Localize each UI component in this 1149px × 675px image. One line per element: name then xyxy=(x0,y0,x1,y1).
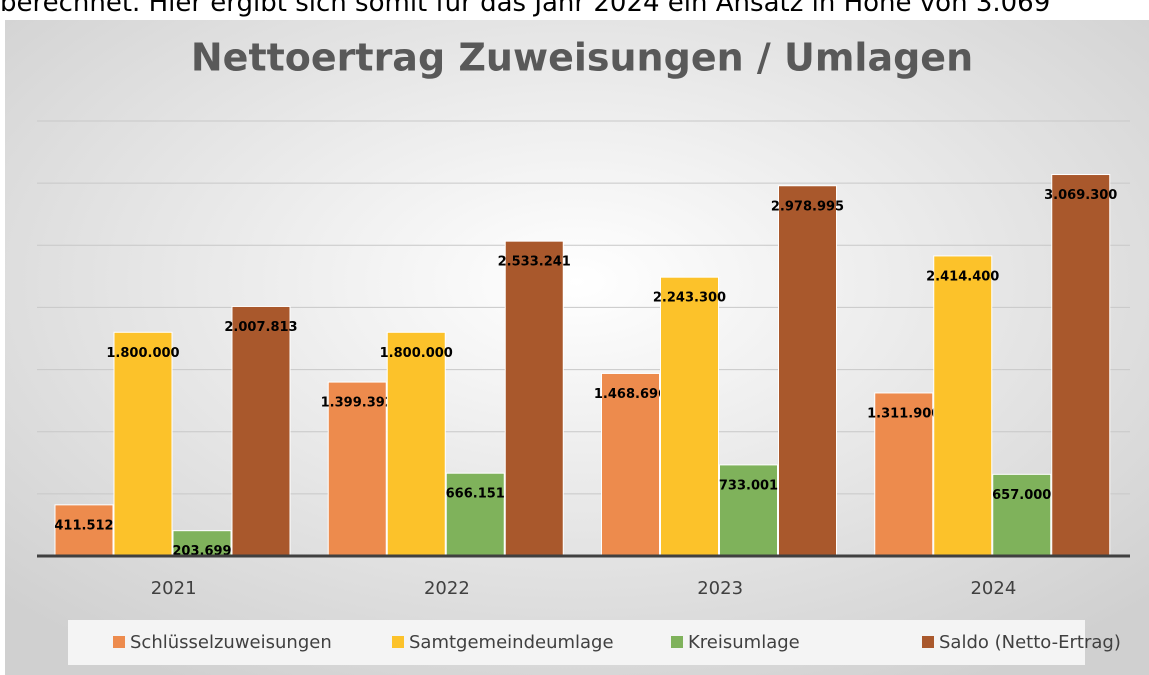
data-label: 1.800.000 xyxy=(106,346,179,361)
legend-swatch xyxy=(922,636,934,648)
page-text: berechnet. Hier ergibt sich somit für da… xyxy=(0,0,1051,18)
legend-swatch xyxy=(392,636,404,648)
bar xyxy=(778,185,837,557)
bar xyxy=(874,392,934,557)
data-label: 733.001 xyxy=(719,478,778,493)
data-label: 2.007.813 xyxy=(224,320,297,335)
bar xyxy=(445,472,505,557)
data-label: 2.978.995 xyxy=(771,199,844,214)
data-label: 666.151 xyxy=(446,487,505,502)
legend-label: Samtgemeindeumlage xyxy=(409,632,614,653)
bar xyxy=(601,372,660,557)
legend-label: Schlüsselzuweisungen xyxy=(130,632,332,653)
x-tick-label: 2021 xyxy=(151,578,197,599)
data-label: 2.243.300 xyxy=(653,291,726,306)
data-label: 411.512 xyxy=(54,518,113,533)
data-label: 1.399.392 xyxy=(321,396,394,411)
data-label: 1.311.900 xyxy=(867,406,940,421)
data-label: 3.069.300 xyxy=(1044,188,1117,203)
bar xyxy=(992,473,1052,557)
x-tick-label: 2023 xyxy=(697,578,743,599)
bar xyxy=(504,240,564,557)
bar xyxy=(386,331,446,557)
legend xyxy=(68,620,1085,665)
data-label: 2.414.400 xyxy=(926,269,999,284)
legend-swatch xyxy=(671,636,683,648)
bar xyxy=(54,504,114,557)
x-tick-label: 2024 xyxy=(970,578,1016,599)
data-label: 2.533.241 xyxy=(498,255,571,270)
bar xyxy=(660,276,719,557)
bar xyxy=(113,331,173,557)
chart-title: Nettoertrag Zuweisungen / Umlagen xyxy=(191,36,973,80)
legend-swatch xyxy=(113,636,125,648)
legend-label: Saldo (Netto-Ertrag) xyxy=(939,632,1121,653)
bar xyxy=(1051,174,1111,557)
data-label: 1.468.696 xyxy=(594,387,667,402)
data-label: 657.000 xyxy=(992,488,1051,503)
bar xyxy=(231,305,291,557)
bar xyxy=(933,255,993,557)
x-tick-label: 2022 xyxy=(424,578,470,599)
data-label: 1.800.000 xyxy=(380,346,453,361)
legend-label: Kreisumlage xyxy=(688,632,800,653)
